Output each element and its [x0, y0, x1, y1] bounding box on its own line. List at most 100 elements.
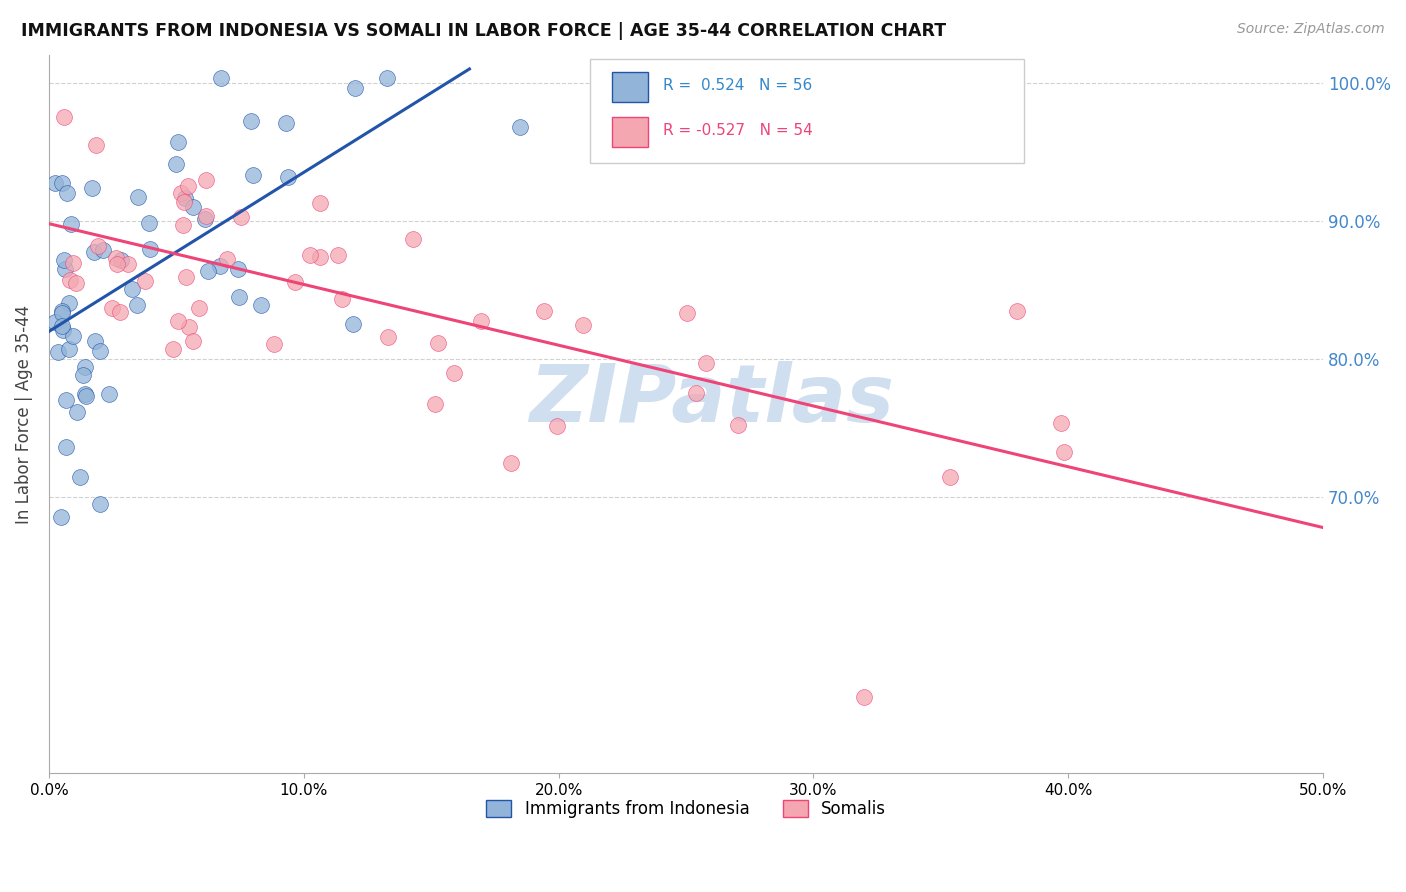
Point: [939, 469, 962, 483]
Point: [65, 276, 87, 290]
Point: [533, 304, 555, 318]
Point: [138, 216, 160, 230]
Point: [58, 295, 80, 310]
Point: [60, 217, 83, 231]
Point: [55, 393, 77, 408]
Point: [209, 259, 232, 273]
Point: [75, 389, 97, 403]
Point: [242, 169, 264, 183]
Point: [105, 257, 128, 271]
Point: [108, 305, 131, 319]
Point: [121, 281, 143, 295]
Point: [695, 356, 717, 370]
Point: [44, 176, 66, 190]
Point: [83, 244, 105, 259]
Point: [51, 319, 73, 334]
Point: [250, 297, 273, 311]
Point: [98, 387, 121, 401]
Point: [188, 301, 211, 315]
Text: R = -0.527   N = 54: R = -0.527 N = 54: [664, 123, 813, 138]
Text: Source: ZipAtlas.com: Source: ZipAtlas.com: [1237, 22, 1385, 37]
Point: [181, 200, 204, 214]
Point: [501, 456, 523, 470]
Point: [177, 178, 200, 193]
Point: [51, 303, 73, 318]
Point: [309, 250, 332, 264]
Point: [298, 248, 321, 262]
Point: [53, 262, 76, 277]
Point: [53, 253, 76, 268]
Point: [277, 170, 299, 185]
Point: [55, 440, 77, 454]
Point: [375, 70, 398, 85]
Point: [49, 510, 72, 524]
Point: [82, 181, 104, 195]
Point: [89, 497, 111, 511]
Point: [174, 270, 197, 285]
Point: [326, 248, 349, 262]
Point: [228, 290, 250, 304]
Point: [401, 232, 423, 246]
Point: [727, 417, 749, 432]
Point: [46, 345, 69, 359]
Point: [73, 359, 96, 374]
Point: [195, 209, 218, 223]
Point: [51, 306, 73, 320]
Point: [166, 314, 188, 328]
Point: [423, 397, 446, 411]
Point: [52, 111, 75, 125]
Point: [75, 387, 97, 401]
Point: [127, 298, 149, 312]
Point: [110, 252, 132, 267]
FancyBboxPatch shape: [612, 117, 648, 147]
Point: [69, 470, 91, 484]
Point: [181, 334, 204, 349]
Y-axis label: In Labor Force | Age 35-44: In Labor Force | Age 35-44: [15, 305, 32, 524]
Point: [215, 252, 238, 266]
Point: [263, 337, 285, 351]
Point: [509, 120, 531, 134]
Text: ZIPatlas: ZIPatlas: [529, 361, 894, 439]
Point: [134, 275, 156, 289]
Point: [52, 323, 75, 337]
Point: [853, 690, 876, 705]
Point: [100, 301, 122, 315]
Point: [91, 243, 114, 257]
Point: [443, 366, 465, 380]
Point: [56, 186, 79, 200]
Point: [685, 386, 707, 401]
Point: [546, 418, 568, 433]
Point: [170, 186, 193, 200]
Point: [1050, 416, 1073, 430]
Point: [174, 191, 197, 205]
Point: [309, 196, 332, 211]
Point: [162, 342, 184, 356]
Point: [194, 211, 217, 226]
Point: [179, 320, 201, 334]
Point: [342, 317, 364, 331]
Point: [172, 218, 194, 232]
Point: [229, 210, 252, 224]
Point: [44, 315, 66, 329]
Point: [127, 190, 149, 204]
Point: [1007, 303, 1029, 318]
Point: [117, 257, 139, 271]
Point: [72, 368, 94, 383]
Point: [51, 176, 73, 190]
Point: [167, 135, 190, 149]
Point: [84, 137, 107, 152]
Point: [228, 262, 250, 277]
Point: [87, 239, 110, 253]
Point: [59, 273, 82, 287]
Point: [66, 405, 89, 419]
Point: [139, 242, 162, 256]
Point: [105, 251, 128, 265]
Point: [173, 194, 195, 209]
Point: [284, 275, 307, 289]
Point: [572, 318, 595, 333]
FancyBboxPatch shape: [591, 59, 1024, 163]
Point: [62, 256, 84, 270]
Point: [165, 157, 187, 171]
FancyBboxPatch shape: [612, 71, 648, 102]
Point: [675, 306, 697, 320]
